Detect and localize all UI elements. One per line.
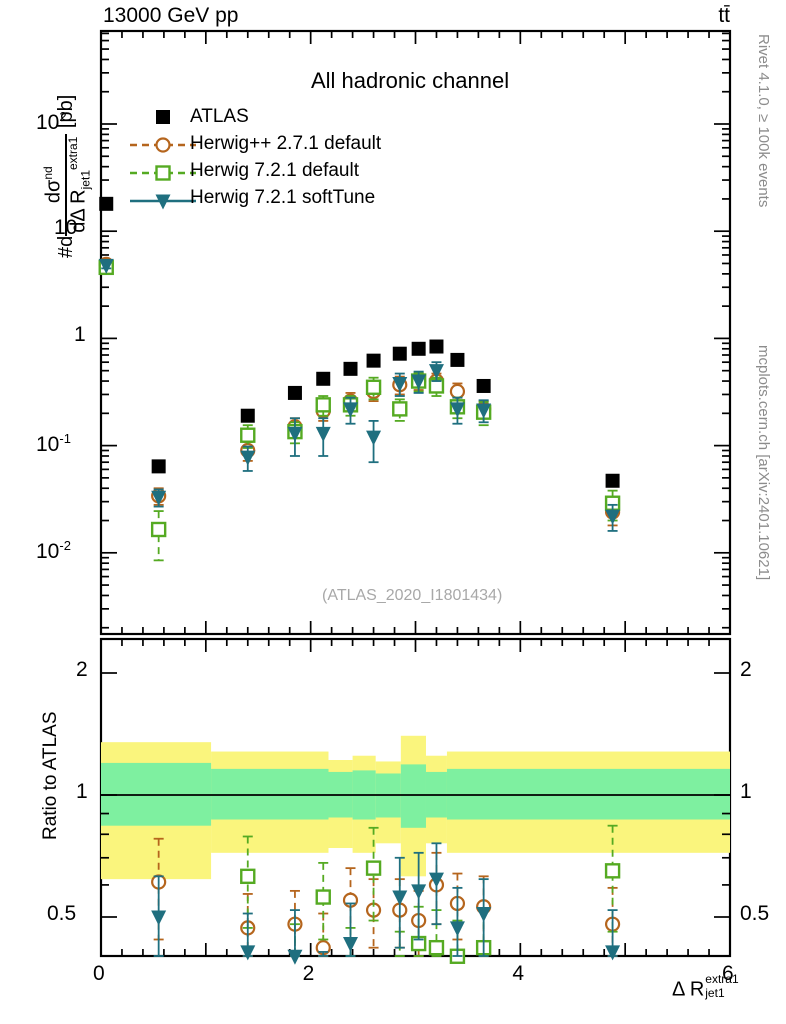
marker-herwig-softtune [155, 194, 171, 210]
marker-herwig-softtune [428, 872, 444, 888]
main-ytick-label: 1 [74, 323, 86, 347]
ratio-ytick-label-left: 0.5 [47, 902, 77, 925]
ratio-ytick-label-right: 1 [740, 780, 752, 803]
marker-herwig-softtune [151, 490, 167, 506]
marker-atlas [99, 196, 114, 211]
main-ytick-label: 10 [54, 216, 78, 240]
marker-herwig-softtune [287, 949, 303, 965]
legend-item-herwigpp271[interactable]: Herwig++ 2.7.1 default [190, 133, 382, 154]
marker-atlas [343, 361, 358, 376]
marker-atlas [287, 385, 302, 400]
x-tick-label: 2 [302, 962, 315, 985]
marker-herwig-softtune [449, 402, 465, 418]
main-ytick-label: 102 [36, 109, 67, 134]
marker-atlas [605, 473, 620, 488]
ratio-ytick-label-left: 1 [76, 780, 88, 803]
ratio-ytick-label-right: 2 [740, 658, 752, 681]
main-plot-title: All hadronic channel [311, 68, 510, 93]
marker-herwig-softtune [392, 376, 408, 392]
marker-herwig-default [604, 863, 621, 879]
marker-herwig-softtune [605, 945, 621, 961]
marker-herwig-default [240, 868, 256, 885]
marker-atlas [151, 459, 166, 474]
main-ytick-label: 10-1 [36, 430, 71, 456]
marker-herwig-softtune [411, 884, 427, 900]
marker-herwig-softtune [366, 430, 382, 446]
marker-herwigpp [449, 383, 466, 400]
marker-herwig-softtune [476, 403, 492, 419]
x-tick-label: 0 [93, 962, 105, 985]
marker-herwig-default [365, 379, 382, 395]
marker-herwig-softtune [343, 937, 359, 953]
x-axis-label-sup: extra1 [705, 972, 739, 986]
marker-herwig-default [392, 401, 408, 417]
x-axis-label-main: Δ R [672, 978, 705, 1001]
x-axis-label: Δ R extra1 jet1 [672, 973, 739, 1002]
marker-herwig-softtune [240, 945, 256, 961]
marker-atlas [366, 353, 381, 368]
marker-herwig-softtune [287, 426, 303, 442]
marker-herwig-softtune [98, 258, 114, 274]
marker-herwig-softtune [343, 402, 359, 418]
marker-herwig-softtune [151, 910, 167, 926]
marker-herwig-softtune [315, 426, 331, 442]
marker-herwig-softtune [476, 907, 492, 923]
ratio-ytick-label-left: 2 [76, 658, 88, 681]
header-left: 13000 GeV pp [103, 4, 239, 27]
marker-atlas [429, 339, 444, 354]
marker-herwig-default [150, 521, 167, 538]
dataset-watermark: (ATLAS_2020_I1801434) [322, 587, 503, 604]
marker-herwig-softtune [449, 921, 465, 937]
marker-herwig-softtune [605, 509, 621, 525]
marker-herwig-default [315, 889, 331, 905]
x-tick-label: 6 [722, 962, 734, 985]
legend-item-herwig721-softtune[interactable]: Herwig 7.2.1 softTune [190, 187, 376, 208]
x-axis-label-sub: jet1 [705, 986, 725, 1000]
marker-atlas [316, 371, 331, 386]
marker-herwig-default [315, 397, 331, 413]
legend-item-herwig721-default[interactable]: Herwig 7.2.1 default [190, 160, 359, 181]
marker-herwig-softtune [392, 890, 408, 906]
marker-atlas [476, 378, 491, 393]
marker-atlas [450, 352, 465, 367]
marker-herwig-softtune [240, 450, 256, 466]
marker-herwig-default [155, 165, 171, 181]
marker-atlas [156, 110, 170, 124]
marker-herwig-softtune [428, 364, 444, 380]
marker-herwig-default [240, 427, 256, 443]
marker-herwigpp [155, 137, 171, 153]
legend: ATLAS Herwig++ 2.7.1 default Herwig 7.2.… [190, 106, 381, 214]
marker-herwig-softtune [411, 374, 427, 390]
header-right: tt̄ [718, 4, 730, 27]
legend-item-atlas[interactable]: ATLAS [190, 106, 249, 127]
ratio-inner-band [400, 764, 426, 828]
main-ytick-label: 10-2 [36, 537, 71, 563]
marker-herwig-default [365, 860, 382, 876]
marker-atlas [392, 346, 407, 361]
x-tick-label: 4 [512, 962, 525, 985]
marker-herwig-default [428, 939, 445, 956]
ratio-ytick-label-right: 0.5 [740, 902, 770, 925]
marker-atlas [411, 341, 426, 356]
marker-atlas [240, 408, 255, 423]
